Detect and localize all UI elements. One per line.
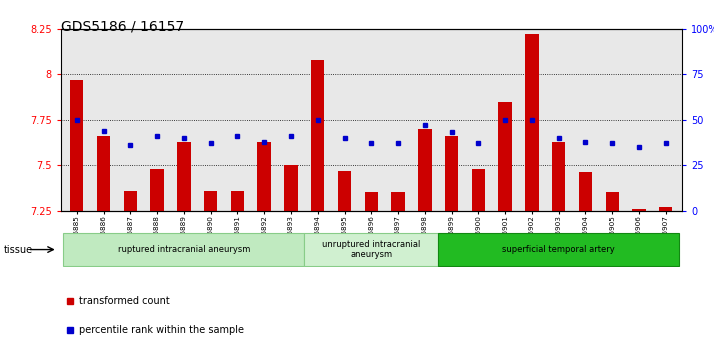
Bar [70,80,84,211]
Text: percentile rank within the sample: percentile rank within the sample [79,325,244,335]
Bar [338,171,351,211]
Bar [526,34,538,211]
Bar [438,233,679,266]
Bar [472,169,485,211]
Bar [365,192,378,211]
Bar [284,165,298,211]
Bar [391,192,405,211]
Bar [659,207,673,211]
Bar [151,169,164,211]
Text: transformed count: transformed count [79,297,170,306]
Text: unruptured intracranial
aneurysm: unruptured intracranial aneurysm [322,240,421,259]
Bar [445,136,458,211]
Text: ruptured intracranial aneurysm: ruptured intracranial aneurysm [118,245,250,254]
Bar [124,191,137,211]
Bar [605,192,619,211]
Bar [418,129,431,211]
Bar [64,233,304,266]
Bar [633,209,645,211]
Bar [177,142,191,211]
Text: superficial temporal artery: superficial temporal artery [503,245,615,254]
Bar [579,172,592,211]
Bar [498,102,512,211]
Bar [552,142,565,211]
Bar [304,233,438,266]
Bar [231,191,244,211]
Bar [258,142,271,211]
Bar [311,60,324,211]
Bar [204,191,217,211]
Text: GDS5186 / 16157: GDS5186 / 16157 [61,20,183,34]
Bar [97,136,110,211]
Text: tissue: tissue [4,245,33,256]
